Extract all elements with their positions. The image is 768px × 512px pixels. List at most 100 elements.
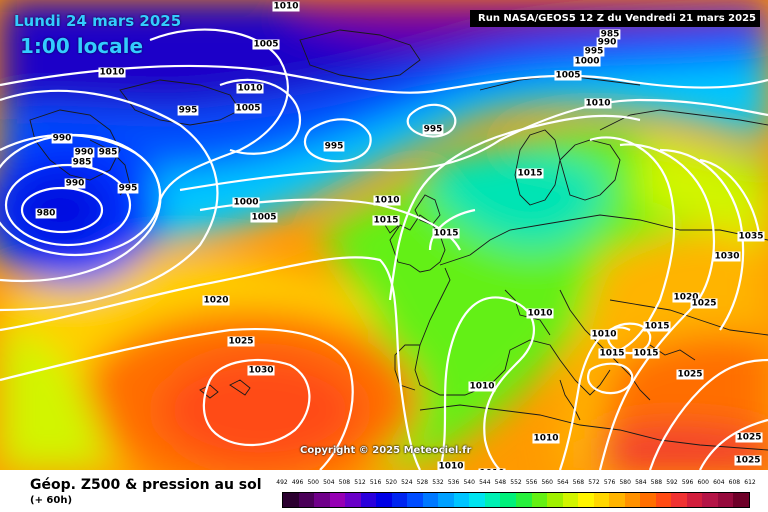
isobar-label-background — [596, 37, 618, 48]
legend-color-cell — [391, 493, 408, 507]
isobar-label: 990 — [596, 37, 618, 48]
isobar-label-background — [437, 461, 465, 470]
isobar-label-background — [713, 251, 741, 262]
legend-value-label: 588 — [650, 479, 663, 486]
legend-value-label: 608 — [728, 479, 741, 486]
legend-color-cell — [376, 493, 392, 507]
isobar-label-background — [690, 298, 718, 309]
model-run-banner: Run NASA/GEOS5 12 Z du Vendredi 21 mars … — [470, 10, 760, 27]
isobar-label-background — [252, 39, 280, 50]
isobar-label: 995 — [323, 141, 345, 152]
isobar-label-text: 1010 — [438, 462, 463, 471]
isobar-label-background — [372, 215, 400, 226]
isobar-label: 1010 — [590, 329, 618, 340]
isobar-label: 985 — [599, 29, 621, 40]
isobar-label: 1005 — [554, 70, 582, 81]
legend-value-label: 496 — [291, 479, 304, 486]
legend-color-cell — [531, 493, 548, 507]
legend-value-label: 564 — [557, 479, 569, 486]
forecast-local-time: 1:00 locale — [20, 34, 144, 58]
legend-value-label: 568 — [572, 479, 585, 486]
isobar-label-background — [97, 147, 119, 158]
isobar-label-text: 1010 — [585, 99, 610, 109]
legend-color-cell — [624, 493, 641, 507]
isobar-label-background — [584, 98, 612, 109]
isobar-label: 995 — [583, 46, 605, 57]
isobar-label-background — [598, 348, 626, 359]
isobar-label-background — [98, 67, 126, 78]
isobar-label-text: 990 — [75, 148, 94, 158]
isobar-label-text: 1030 — [714, 252, 739, 262]
legend-color-cell — [515, 493, 532, 507]
legend-value-label: 492 — [276, 479, 288, 486]
legend-color-cell — [562, 493, 579, 507]
legend-value-label: 552 — [510, 479, 522, 486]
isobar-label-text: 1005 — [555, 71, 580, 81]
forecast-date: Lundi 24 mars 2025 — [14, 12, 182, 30]
legend-color-cell — [407, 493, 423, 507]
isobar-label: 995 — [177, 105, 199, 116]
isobar-label: 1015 — [598, 348, 626, 359]
isobar-label-text: 1015 — [644, 322, 669, 332]
isobar-label: 1010 — [437, 461, 465, 471]
copyright-notice: Copyright © 2025 Meteociel.fr — [300, 445, 472, 456]
isobar-label-background — [676, 369, 704, 380]
isobar-label-background — [323, 141, 345, 152]
isobar-label: 1010 — [98, 67, 126, 78]
isobar-label-text: 995 — [424, 125, 443, 135]
isobar-label-background — [672, 292, 700, 303]
isobar-label-background — [247, 365, 275, 376]
isobar-label: 1005 — [252, 39, 280, 50]
isobar-label-background — [202, 295, 230, 306]
isobar-label-text: 1035 — [738, 232, 763, 242]
isobar-label: 1015 — [372, 215, 400, 226]
legend-value-label: 512 — [354, 479, 366, 486]
isobar-label-text: 995 — [325, 142, 344, 152]
isobar-label: 1010 — [584, 98, 612, 109]
legend-color-cell — [640, 493, 656, 507]
isobar-label-text: 1025 — [677, 370, 702, 380]
isobar-label-text: 1000 — [574, 57, 599, 67]
legend-value-label: 556 — [525, 479, 538, 486]
isobar-label-background — [554, 70, 582, 81]
isobar-label-text: 1025 — [736, 433, 761, 443]
isobar-label-background — [177, 105, 199, 116]
isobar-label-text: 990 — [66, 179, 85, 189]
isobar-label-text: 1010 — [479, 469, 504, 471]
isobar-label-background — [64, 178, 86, 189]
isobar-label: 980 — [35, 208, 57, 219]
isobar-label-background — [516, 168, 544, 179]
isobar-label-text: 985 — [73, 158, 92, 168]
isobar-label-background — [590, 329, 618, 340]
legend-value-label: 612 — [744, 479, 756, 486]
isobar-label-layer: 1010100510101010100599599098599099099598… — [35, 1, 765, 471]
isobar-label: 1010 — [373, 195, 401, 206]
isobar-label-background — [232, 197, 260, 208]
legend-color-cell — [655, 493, 672, 507]
color-scale-legend — [282, 492, 750, 508]
isobar-label-text: 1020 — [203, 296, 228, 306]
legend-color-cell — [283, 493, 299, 507]
legend-color-cell — [360, 493, 377, 507]
legend-color-cell — [500, 493, 516, 507]
isobar-label-text: 1020 — [673, 293, 698, 303]
isobar-label: 995 — [117, 183, 139, 194]
legend-value-label: 604 — [713, 479, 725, 486]
isobar-label: 995 — [422, 124, 444, 135]
isobar-label-background — [632, 348, 660, 359]
legend-color-cell — [547, 493, 563, 507]
isobar-label-background — [422, 124, 444, 135]
isobar-label-text: 995 — [179, 106, 198, 116]
isobar-label-text: 1015 — [433, 229, 458, 239]
isobar-label-background — [234, 103, 262, 114]
legend-value-label: 532 — [432, 479, 444, 486]
isobar-label-text: 1015 — [599, 349, 624, 359]
isobar-label-text: 1030 — [248, 366, 273, 376]
isobar-label-text: 995 — [119, 184, 138, 194]
isobar-label-background — [373, 195, 401, 206]
isobar-label: 1015 — [516, 168, 544, 179]
isobar-label-background — [236, 83, 264, 94]
isobar-label-text: 1025 — [691, 299, 716, 309]
isobar-label-background — [573, 56, 601, 67]
isobar-label-text: 1005 — [253, 40, 278, 50]
